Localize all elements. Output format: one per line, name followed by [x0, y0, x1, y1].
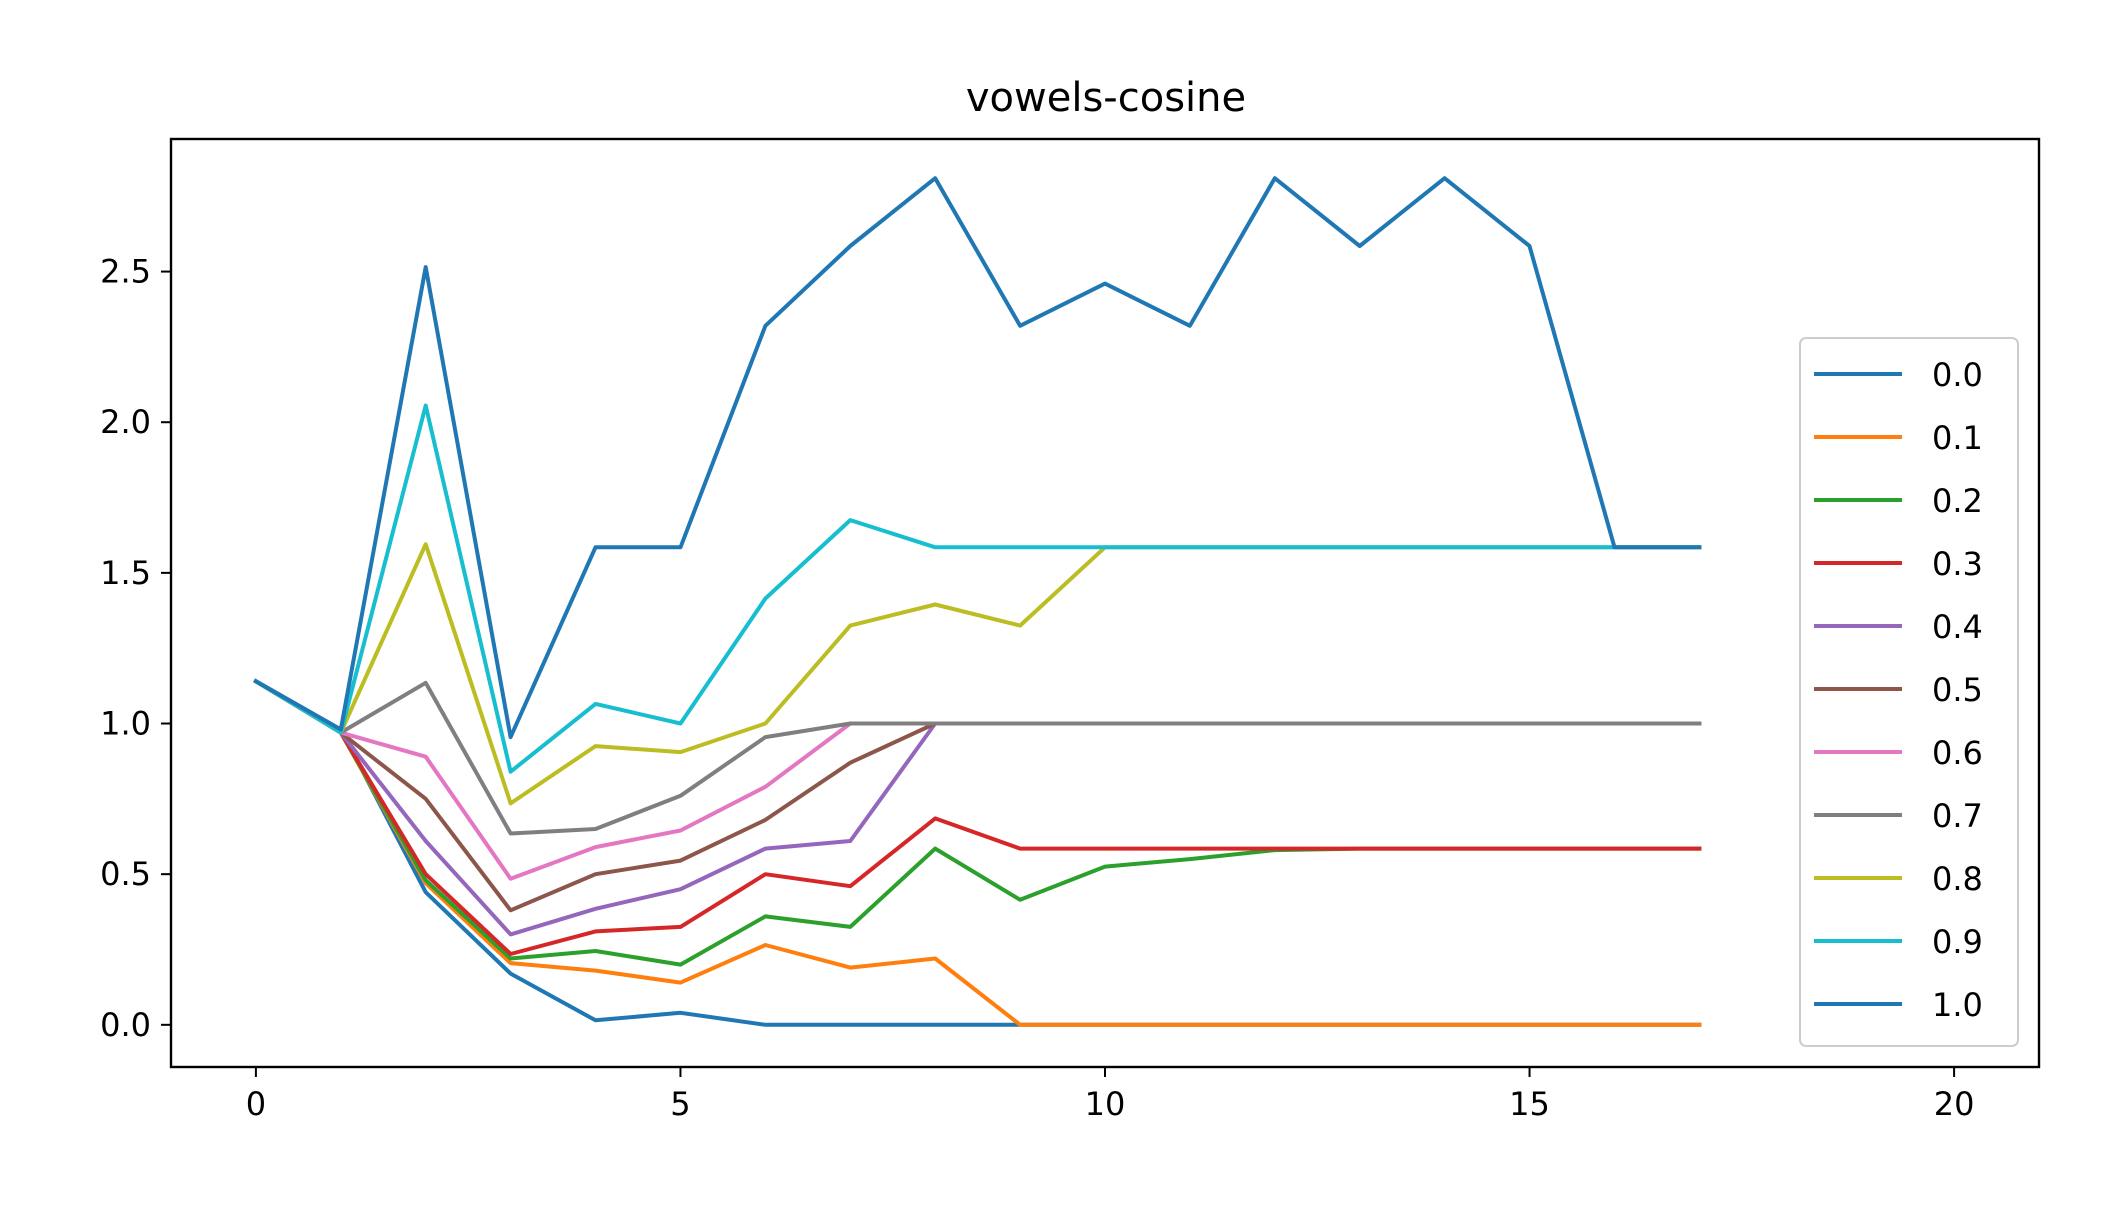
legend-label-0.6: 0.6	[1932, 734, 1983, 772]
legend: 0.0 0.1 0.2 0.3 0.4 0.5 0.6 0.7 0.8 0.9 1.0	[1799, 337, 2019, 1047]
series-layer	[253, 176, 1702, 1027]
x-tick-label: 5	[670, 1085, 690, 1123]
legend-label-0.5: 0.5	[1932, 671, 1983, 709]
legend-box	[1799, 337, 2019, 1047]
series-line-0.1	[253, 678, 1702, 1027]
x-tick-label: 15	[1509, 1085, 1550, 1123]
legend-label-0.4: 0.4	[1932, 608, 1983, 646]
legend-label-0.1: 0.1	[1932, 419, 1983, 457]
series-line-1.0	[253, 176, 1702, 740]
legend-label-0.2: 0.2	[1932, 482, 1983, 520]
chart-title: vowels-cosine	[966, 75, 1246, 121]
series-line-0.9	[253, 403, 1702, 774]
y-tick-label: 2.0	[100, 403, 151, 441]
legend-label-0.9: 0.9	[1932, 923, 1983, 961]
legend-label-0.0: 0.0	[1932, 356, 1983, 394]
x-tick-label: 0	[246, 1085, 266, 1123]
y-tick-label: 1.5	[100, 554, 151, 592]
y-axis: 0.0 0.5 1.0 1.5 2.0 2.5	[100, 253, 171, 1044]
series-line-0.3	[253, 678, 1702, 956]
legend-label-0.8: 0.8	[1932, 860, 1983, 898]
y-tick-label: 2.5	[100, 253, 151, 291]
legend-label-1.0: 1.0	[1932, 986, 1983, 1024]
y-tick-label: 0.0	[100, 1006, 151, 1044]
x-tick-label: 20	[1934, 1085, 1975, 1123]
series-line-0.7	[253, 678, 1702, 836]
x-tick-label: 10	[1085, 1085, 1126, 1123]
legend-label-0.3: 0.3	[1932, 545, 1983, 583]
y-tick-label: 1.0	[100, 705, 151, 743]
x-axis: 0 5 10 15 20	[246, 1067, 1975, 1123]
legend-label-0.7: 0.7	[1932, 797, 1983, 835]
y-tick-label: 0.5	[100, 855, 151, 893]
